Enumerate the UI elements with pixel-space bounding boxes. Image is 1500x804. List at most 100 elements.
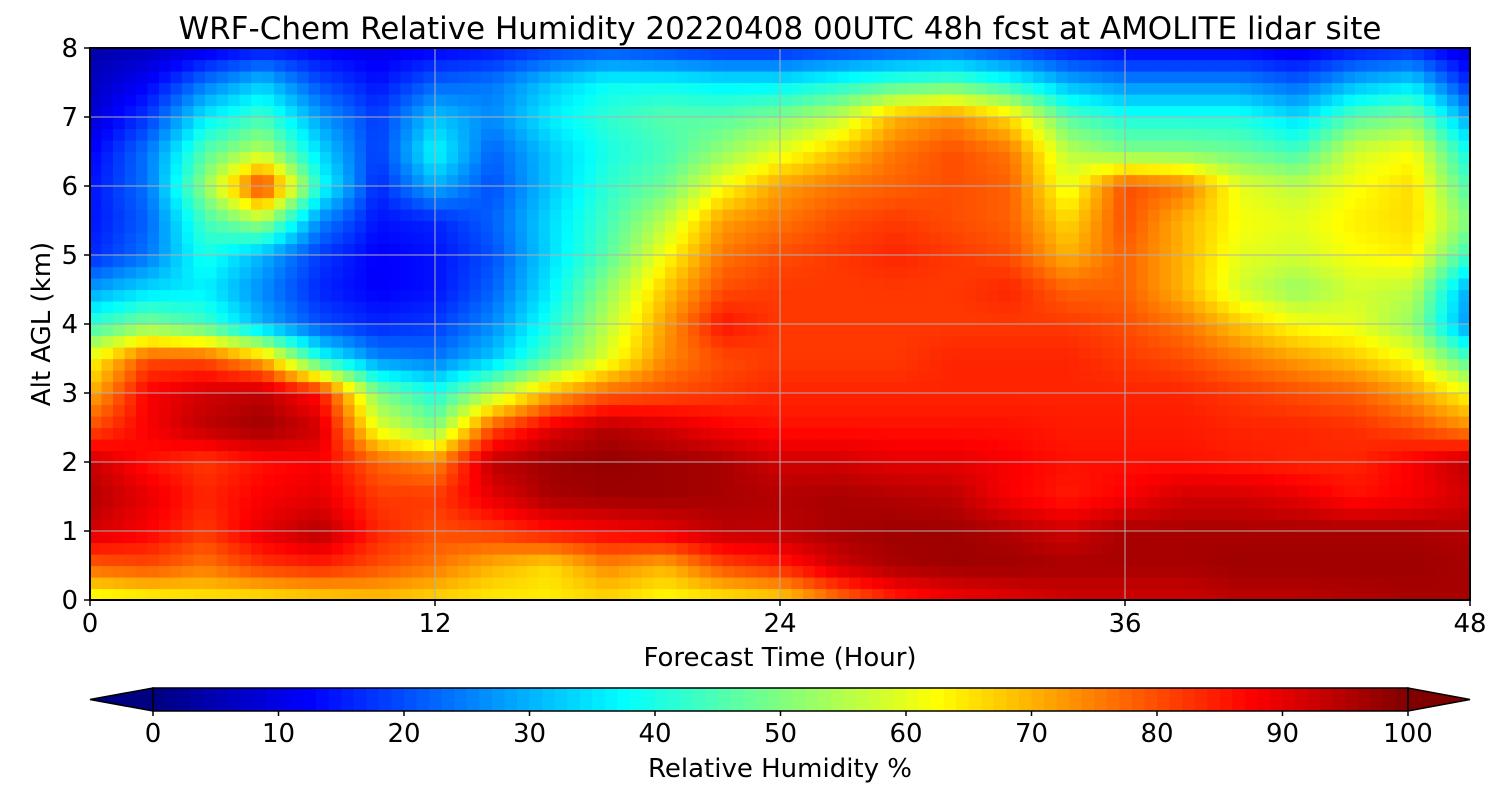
- heatmap-cell: [136, 462, 149, 475]
- heatmap-cell: [791, 427, 804, 440]
- heatmap-cell: [837, 140, 850, 153]
- heatmap-cell: [1010, 485, 1023, 498]
- heatmap-cell: [90, 531, 103, 544]
- heatmap-cell: [814, 427, 827, 440]
- heatmap-cell: [1159, 151, 1172, 164]
- heatmap-cell: [1217, 381, 1230, 394]
- heatmap-cell: [780, 519, 793, 532]
- heatmap-cell: [653, 439, 666, 452]
- heatmap-cell: [113, 358, 126, 371]
- heatmap-cell: [1366, 531, 1379, 544]
- heatmap-cell: [527, 358, 540, 371]
- heatmap-cell: [711, 243, 724, 256]
- heatmap-cell: [619, 588, 632, 600]
- heatmap-cell: [768, 312, 781, 325]
- heatmap-cell: [1194, 174, 1207, 187]
- heatmap-cell: [607, 565, 620, 578]
- heatmap-cell: [1148, 151, 1161, 164]
- heatmap-cell: [366, 312, 379, 325]
- heatmap-cell: [676, 370, 689, 383]
- heatmap-cell: [90, 197, 103, 210]
- heatmap-cell: [676, 243, 689, 256]
- heatmap-cell: [803, 266, 816, 279]
- heatmap-cell: [366, 140, 379, 153]
- heatmap-cell: [573, 163, 586, 176]
- heatmap-cell: [1274, 232, 1287, 245]
- heatmap-cell: [1263, 404, 1276, 417]
- heatmap-cell: [1159, 577, 1172, 590]
- heatmap-cell: [1343, 186, 1356, 199]
- heatmap-cell: [458, 209, 471, 222]
- heatmap-cell: [274, 439, 287, 452]
- heatmap-cell: [1079, 542, 1092, 555]
- heatmap-cell: [676, 531, 689, 544]
- heatmap-cell: [469, 197, 482, 210]
- heatmap-cell: [1263, 163, 1276, 176]
- heatmap-cell: [274, 554, 287, 567]
- heatmap-cell: [1435, 301, 1448, 314]
- heatmap-cell: [734, 140, 747, 153]
- heatmap-cell: [975, 335, 988, 348]
- heatmap-cell: [883, 416, 896, 429]
- heatmap-cell: [182, 577, 195, 590]
- heatmap-cell: [354, 232, 367, 245]
- heatmap-cell: [941, 473, 954, 486]
- heatmap-cell: [803, 255, 816, 268]
- heatmap-cell: [987, 416, 1000, 429]
- heatmap-cell: [251, 358, 264, 371]
- heatmap-cell: [1044, 209, 1057, 222]
- heatmap-cell: [653, 462, 666, 475]
- heatmap-cell: [1401, 151, 1414, 164]
- heatmap-cell: [136, 140, 149, 153]
- heatmap-cell: [481, 128, 494, 141]
- heatmap-cell: [538, 485, 551, 498]
- heatmap-cell: [1424, 577, 1437, 590]
- heatmap-cell: [1044, 278, 1057, 291]
- heatmap-cell: [527, 393, 540, 406]
- heatmap-cell: [1447, 416, 1460, 429]
- heatmap-cell: [101, 243, 114, 256]
- heatmap-cell: [837, 473, 850, 486]
- heatmap-cell: [251, 450, 264, 463]
- heatmap-cell: [193, 197, 206, 210]
- heatmap-cell: [492, 312, 505, 325]
- heatmap-cell: [803, 220, 816, 233]
- heatmap-cell: [412, 439, 425, 452]
- heatmap-cell: [366, 427, 379, 440]
- heatmap-cell: [308, 209, 321, 222]
- heatmap-cell: [895, 255, 908, 268]
- heatmap-cell: [331, 209, 344, 222]
- heatmap-cell: [1320, 508, 1333, 521]
- heatmap-cell: [929, 289, 942, 302]
- heatmap-cell: [412, 393, 425, 406]
- heatmap-cell: [1021, 439, 1034, 452]
- heatmap-cell: [550, 243, 563, 256]
- heatmap-cell: [1286, 335, 1299, 348]
- heatmap-cell: [320, 508, 333, 521]
- heatmap-cell: [803, 565, 816, 578]
- heatmap-cell: [1274, 128, 1287, 141]
- heatmap-cell: [101, 117, 114, 130]
- heatmap-cell: [251, 324, 264, 337]
- heatmap-cell: [331, 554, 344, 567]
- heatmap-cell: [366, 416, 379, 429]
- heatmap-cell: [147, 209, 160, 222]
- heatmap-cell: [642, 370, 655, 383]
- heatmap-cell: [964, 542, 977, 555]
- heatmap-cell: [1458, 519, 1470, 532]
- heatmap-cell: [297, 289, 310, 302]
- heatmap-cell: [1056, 312, 1069, 325]
- heatmap-cell: [1332, 301, 1345, 314]
- heatmap-cell: [665, 209, 678, 222]
- heatmap-cell: [1125, 209, 1138, 222]
- heatmap-cell: [1056, 301, 1069, 314]
- heatmap-cell: [1309, 358, 1322, 371]
- heatmap-cell: [182, 404, 195, 417]
- heatmap-cell: [883, 381, 896, 394]
- heatmap-cell: [711, 381, 724, 394]
- heatmap-cell: [1458, 163, 1470, 176]
- heatmap-cell: [975, 347, 988, 360]
- heatmap-cell: [573, 358, 586, 371]
- heatmap-cell: [987, 301, 1000, 314]
- heatmap-cell: [619, 117, 632, 130]
